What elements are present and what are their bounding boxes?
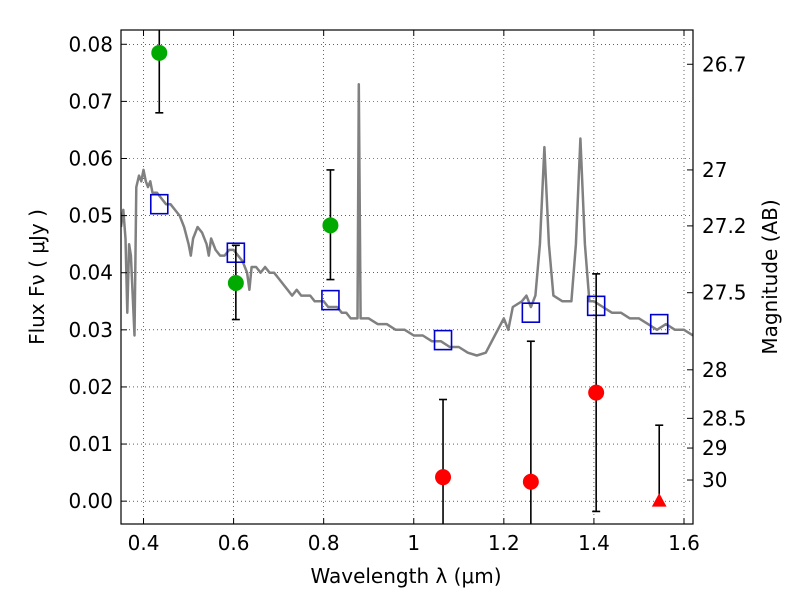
observed-flux-point (435, 469, 452, 486)
x-tick-label: 1.2 (488, 531, 520, 555)
right-tick-label: 28.5 (702, 406, 747, 430)
x-tick-label: 0.6 (218, 531, 250, 555)
y-tick-label: 0.06 (68, 146, 113, 170)
right-tick-label: 30 (702, 468, 727, 492)
right-tick-label: 26.7 (702, 52, 747, 76)
right-tick-label: 27 (702, 158, 727, 182)
series (121, 30, 693, 524)
model-flux-square (149, 193, 169, 215)
x-tick-label: 0.4 (128, 531, 160, 555)
plot-content (121, 30, 693, 524)
ticks: 0.4 0.6 0.8 1 1.2 1.4 1.6 0.00 0.01 0.02 0.03 0.04 0… (68, 30, 747, 555)
model-flux-square (649, 313, 669, 335)
observed-flux-point (151, 44, 168, 61)
y-tick-label: 0.00 (68, 489, 113, 513)
model-flux-square (321, 289, 340, 311)
y-tick-label: 0.03 (68, 318, 113, 342)
model-flux-square (521, 302, 541, 323)
y-axis-title: Flux Fν ( μJy ) (25, 209, 49, 345)
plot-background (121, 30, 693, 524)
x-tick-label: 0.8 (308, 531, 340, 555)
x-tick-label: 1 (407, 531, 420, 555)
y-tick-label: 0.02 (68, 375, 113, 399)
x-tick-label: 1.6 (668, 531, 700, 555)
y-tick-label: 0.07 (68, 89, 113, 113)
right-tick-label: 27.2 (702, 214, 747, 238)
y-tick-label: 0.04 (68, 261, 113, 285)
y-tick-label: 0.01 (68, 432, 113, 456)
upper-limit-triangle (651, 493, 667, 507)
observed-flux-point (322, 217, 339, 234)
y-tick-label: 0.08 (68, 32, 113, 56)
x-tick-label: 1.4 (578, 531, 610, 555)
right-tick-label: 29 (702, 436, 727, 460)
plot-area (120, 29, 694, 525)
right-tick-label: 27.5 (702, 281, 747, 305)
model-flux-square (433, 329, 453, 351)
y-tick-label: 0.05 (68, 204, 113, 228)
right-axis-title: Magnitude (AB) (758, 199, 782, 354)
observed-flux-point (522, 473, 539, 490)
right-tick-label: 28 (702, 358, 727, 382)
plot-frame (120, 29, 694, 525)
observed-flux-point (227, 274, 244, 291)
observed-flux-point (588, 384, 605, 401)
x-axis-title: Wavelength λ (μm) (310, 564, 501, 588)
